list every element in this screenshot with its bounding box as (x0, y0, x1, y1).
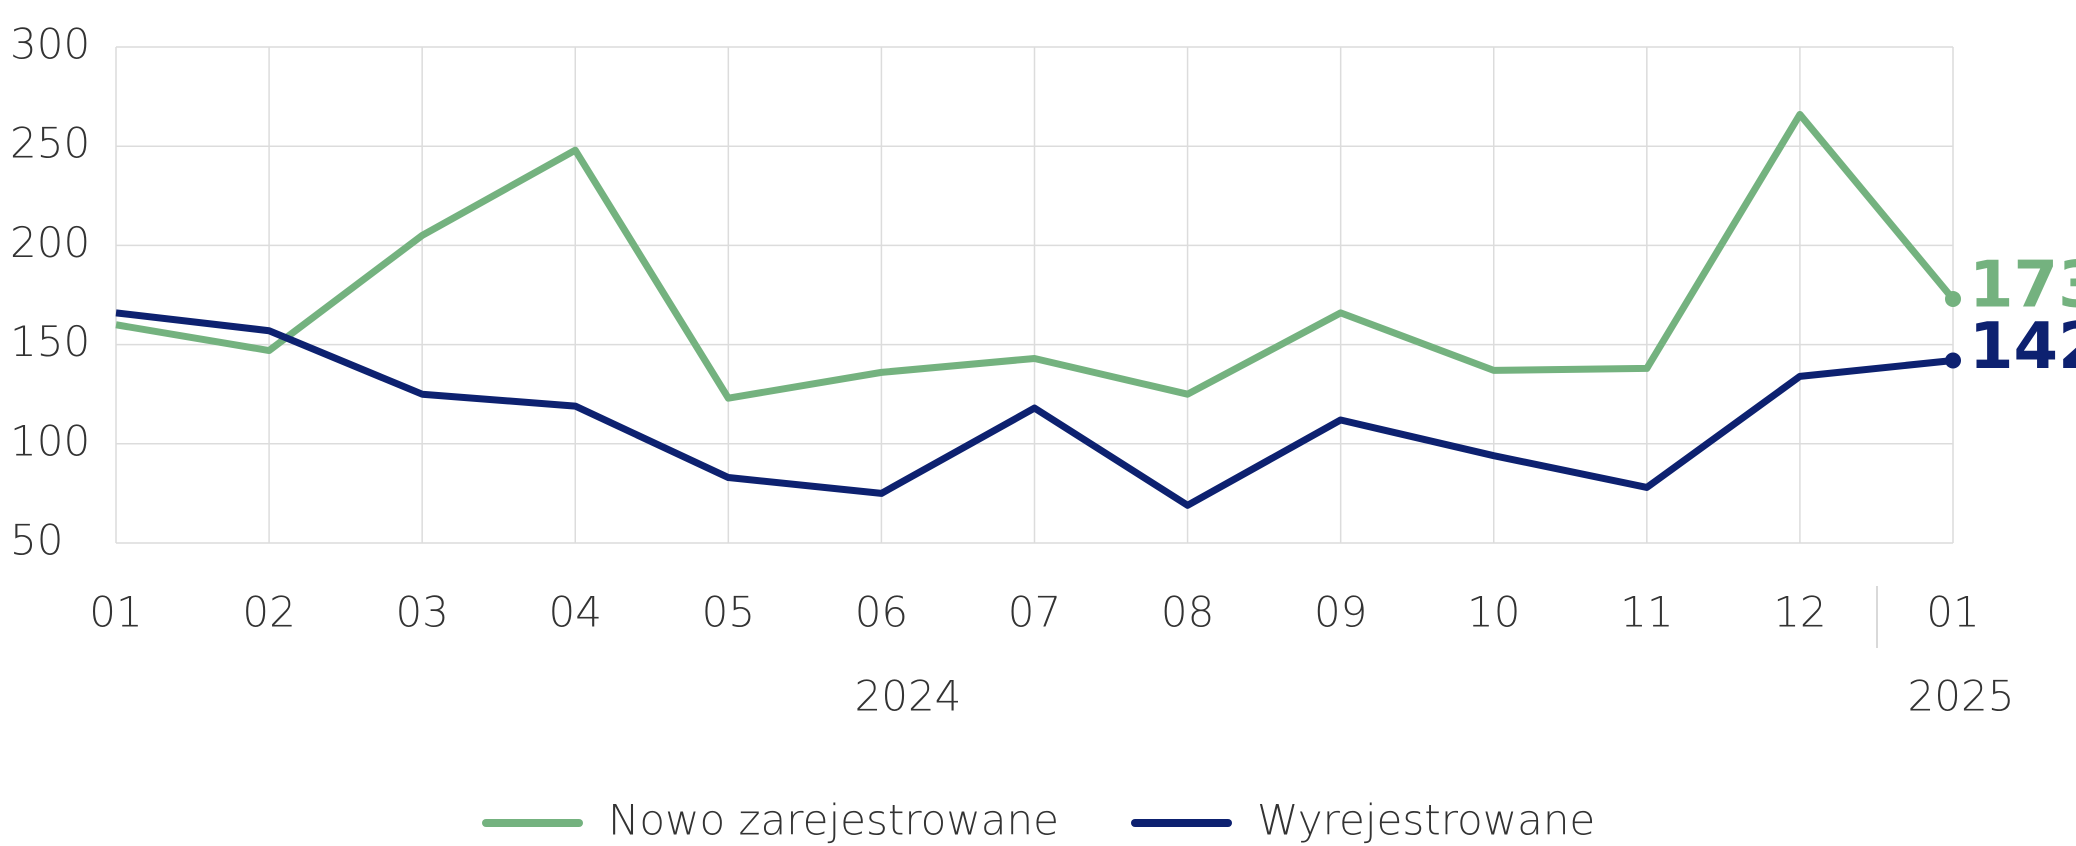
x-tick-label: 07 (1008, 588, 1061, 637)
y-tick-label: 100 (10, 416, 90, 465)
y-tick-label: 200 (10, 218, 90, 267)
y-tick-label: 50 (10, 516, 63, 565)
end-label: 173 (1969, 249, 2076, 323)
y-tick-label: 150 (10, 317, 90, 366)
y-tick-label: 300 (10, 20, 90, 69)
x-tick-label: 02 (242, 588, 295, 637)
x-tick-label: 08 (1161, 588, 1214, 637)
y-tick-label: 250 (10, 119, 90, 168)
x-tick-label: 06 (855, 588, 908, 637)
line (115, 110, 1956, 402)
end-label: 142 (1969, 310, 2076, 384)
end-point (1945, 290, 1961, 307)
x-group-label: 2025 (1908, 672, 2015, 721)
x-tick-label: 11 (1620, 588, 1673, 637)
x-tick-label: 10 (1467, 588, 1520, 637)
legend-label: Wyrejestrowane (1257, 796, 1595, 845)
x-tick-label: 12 (1773, 588, 1826, 637)
legend-label: Nowo zarejestrowane (608, 796, 1059, 845)
line (115, 309, 1954, 509)
x-tick-label: 01 (89, 588, 142, 637)
x-tick-label: 09 (1314, 588, 1367, 637)
x-tick-label: 03 (395, 588, 448, 637)
x-tick-label: 01 (1926, 588, 1979, 637)
x-tick-label: 05 (702, 588, 755, 637)
x-tick-label: 04 (549, 588, 602, 637)
end-point (1945, 352, 1961, 369)
x-group-label: 2024 (855, 672, 962, 721)
